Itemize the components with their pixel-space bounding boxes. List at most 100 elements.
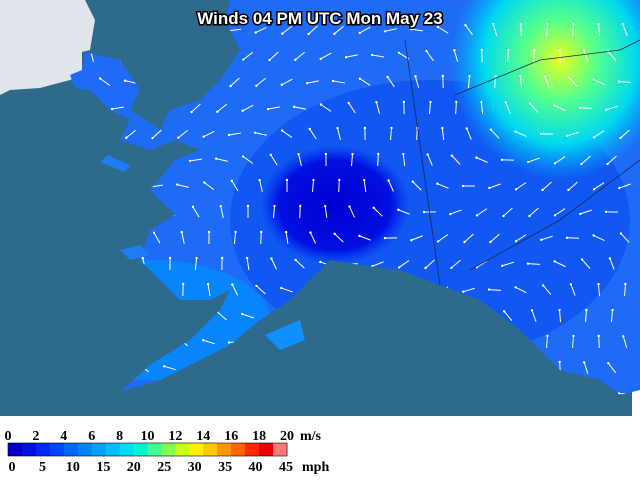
wind-arrow xyxy=(309,232,317,244)
border xyxy=(469,159,640,271)
wind-arrow-head xyxy=(455,100,458,104)
legend-swatch xyxy=(259,443,274,456)
wind-arrow xyxy=(622,336,628,348)
wind-arrow xyxy=(229,132,241,136)
wind-arrow-head xyxy=(553,260,556,263)
wind-arrow xyxy=(451,259,461,269)
wind-arrow-head xyxy=(464,23,467,27)
wind-arrow xyxy=(622,24,628,36)
wind-arrow-head xyxy=(268,58,271,62)
wind-arrow xyxy=(450,209,462,215)
wind-arrow-head xyxy=(241,109,244,112)
wind-arrow xyxy=(349,206,355,218)
wind-arrow-head xyxy=(216,110,219,113)
wind-arrow-head xyxy=(617,80,621,83)
wind-arrow xyxy=(402,153,406,167)
wind-arrow xyxy=(126,129,136,139)
wind-zone xyxy=(260,145,410,265)
legend-frame xyxy=(7,442,288,457)
wind-arrow-head xyxy=(569,283,573,286)
wind-arrow-head xyxy=(397,51,401,54)
wind-arrow xyxy=(194,257,198,271)
wind-arrow-head xyxy=(619,136,622,140)
wind-arrow xyxy=(153,232,161,244)
wind-arrow-head xyxy=(541,284,545,287)
wind-arrow-head xyxy=(294,258,297,262)
wind-arrow-head xyxy=(206,282,210,286)
wind-arrow xyxy=(429,101,431,115)
wind-arrow-head xyxy=(553,162,557,165)
wind-arrow xyxy=(295,259,305,269)
wind-arrow xyxy=(515,286,527,294)
island xyxy=(265,320,305,350)
wind-arrow xyxy=(624,283,626,297)
legend-mph-label: 25 xyxy=(157,460,171,475)
wind-arrow xyxy=(542,285,552,295)
wind-arrow-head xyxy=(202,339,205,342)
wind-arrow-head xyxy=(280,129,284,132)
wind-arrow-head xyxy=(480,100,483,104)
wind-arrow-head xyxy=(565,236,569,239)
wind-arrow xyxy=(255,26,267,34)
wind-arrow-head xyxy=(543,75,547,78)
legend: 0 2 4 6 8 10 12 14 16 18 20 m/s 0 5 10 15 20 25 30 35 40 45 mp… xyxy=(5,429,330,475)
wind-arrow-head xyxy=(253,131,257,134)
wind-arrow xyxy=(269,51,279,61)
legend-swatch xyxy=(63,443,79,456)
wind-arrow xyxy=(598,23,600,37)
wind-arrow-head xyxy=(390,126,393,130)
wind-arrow-head xyxy=(558,360,561,364)
wind-arrow xyxy=(492,24,498,36)
wind-arrow xyxy=(607,362,617,374)
russia-land xyxy=(0,0,95,95)
wind-arrow-head xyxy=(500,158,504,162)
wind-arrow-head xyxy=(441,126,444,130)
wind-arrow xyxy=(542,181,552,191)
wind-arrow-head xyxy=(450,266,453,270)
wind-arrow xyxy=(125,80,137,84)
wind-arrow-head xyxy=(622,335,625,338)
wind-arrow-head xyxy=(363,126,367,130)
wind-arrow-head xyxy=(347,101,350,105)
wind-arrow-head xyxy=(358,77,362,80)
wind-arrow-head xyxy=(245,256,249,260)
wind-arrow xyxy=(593,78,605,86)
wind-arrow xyxy=(203,182,215,190)
wind-arrow-head xyxy=(567,188,570,192)
legend-ms-label: 8 xyxy=(116,429,123,444)
map-title: Winds 04 PM UTC Mon May 23 xyxy=(197,9,442,28)
wind-arrow-head xyxy=(285,178,289,182)
wind-arrow-head xyxy=(331,79,335,83)
legend-ms-label: 2 xyxy=(32,429,39,444)
wind-arrow-head xyxy=(540,238,543,242)
wind-arrow-head xyxy=(151,136,154,140)
wind-arrow xyxy=(191,103,201,113)
legend-mph-label: 20 xyxy=(127,460,141,475)
wind-arrow xyxy=(324,205,328,219)
wind-arrow xyxy=(228,28,242,32)
wind-arrow-head xyxy=(280,286,283,290)
wind-arrow xyxy=(583,50,589,62)
wind-arrow xyxy=(259,180,263,192)
wind-arrow-head xyxy=(450,154,454,157)
wind-arrow xyxy=(515,234,527,242)
legend-swatch xyxy=(119,443,135,456)
legend-swatch xyxy=(217,443,232,456)
wind-arrow xyxy=(412,181,422,191)
legend-mph-label: 40 xyxy=(249,460,263,475)
wind-arrow-head xyxy=(597,334,600,338)
wind-arrow-head xyxy=(487,288,491,291)
wind-arrow xyxy=(554,104,566,112)
wind-arrow xyxy=(437,26,449,34)
wind-arrow xyxy=(529,103,539,113)
wind-arrow-head xyxy=(363,178,366,182)
wind-arrow-head xyxy=(175,183,179,186)
wind-arrow-head xyxy=(351,152,354,156)
wind-arrow xyxy=(581,155,591,165)
wind-arrow xyxy=(619,183,631,189)
wind-arrow-head xyxy=(621,23,625,26)
wind-arrow xyxy=(338,179,340,193)
wind-arrow-head xyxy=(592,136,596,139)
legend-mph-label: 0 xyxy=(9,460,16,475)
legend-ms-label: 12 xyxy=(168,429,182,444)
